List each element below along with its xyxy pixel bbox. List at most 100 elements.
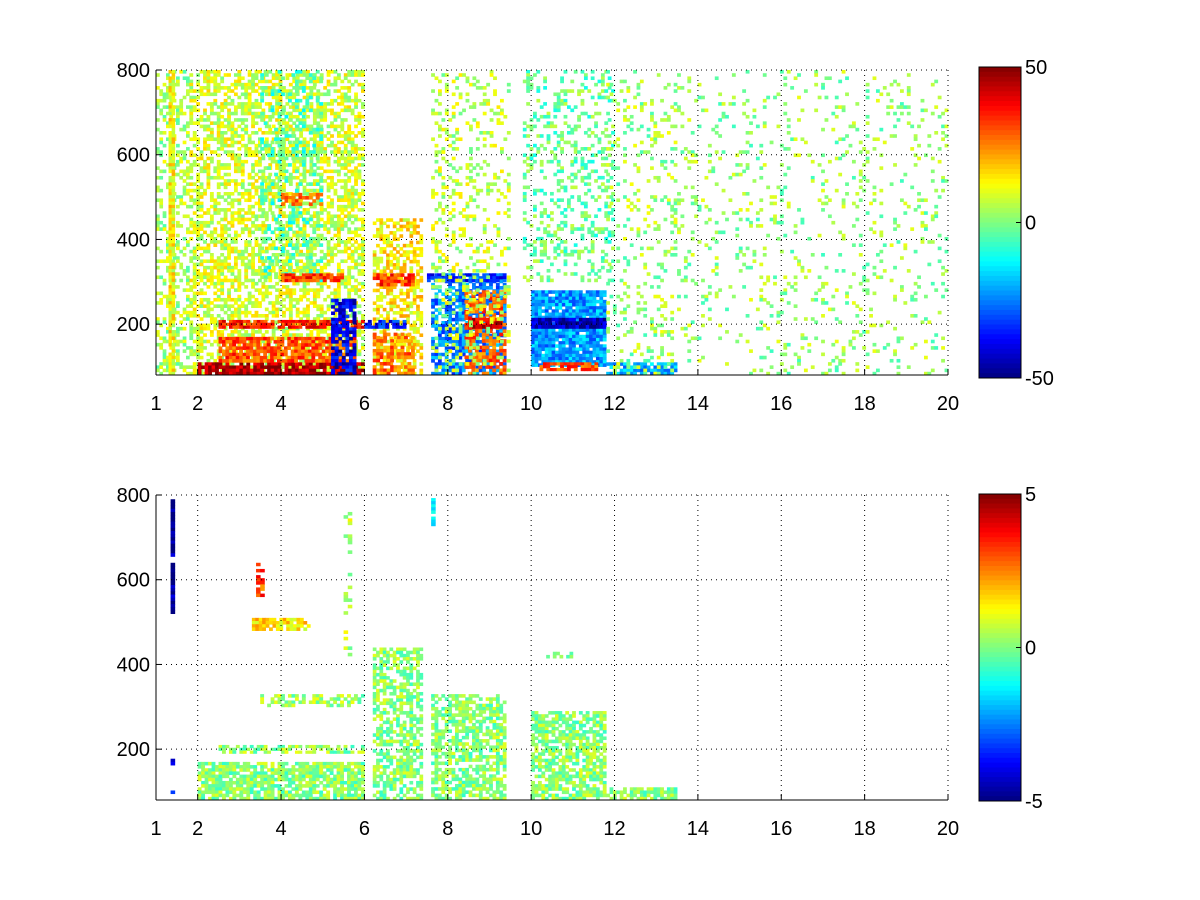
heatmap-cell — [400, 345, 405, 350]
heatmap-cell — [258, 86, 262, 90]
heatmap-cell — [348, 330, 353, 335]
heatmap-cell — [360, 336, 365, 341]
heatmap-cell — [326, 131, 331, 135]
heatmap-cell — [316, 217, 321, 222]
heatmap-cell — [330, 175, 334, 180]
heatmap-cell — [192, 211, 197, 215]
heatmap-cell — [419, 362, 424, 366]
heatmap-cell — [410, 345, 415, 350]
heatmap-cell — [343, 278, 348, 283]
heatmap-cell — [291, 322, 296, 326]
heatmap-cell — [409, 224, 414, 229]
heatmap-cell — [343, 214, 348, 219]
heatmap-cell — [334, 362, 339, 366]
heatmap-cell — [247, 111, 252, 116]
heatmap-cell — [294, 169, 299, 174]
heatmap-cell — [261, 230, 266, 235]
heatmap-cell — [278, 204, 283, 209]
heatmap-cell — [287, 346, 292, 350]
heatmap-cell — [270, 211, 275, 215]
heatmap-cell — [311, 349, 316, 354]
heatmap-cell — [252, 336, 257, 341]
heatmap-cell — [354, 227, 358, 231]
heatmap-cell — [251, 182, 255, 186]
heatmap-cell — [172, 339, 177, 344]
heatmap-cell — [176, 310, 180, 315]
heatmap-cell — [156, 127, 160, 132]
heatmap-cell — [240, 108, 245, 113]
heatmap-cell — [213, 211, 218, 215]
heatmap-cell — [347, 275, 352, 280]
heatmap-cell — [166, 105, 170, 109]
heatmap-cell — [372, 288, 377, 293]
heatmap-cell — [237, 330, 242, 334]
heatmap-cell — [308, 371, 313, 376]
heatmap-cell — [386, 371, 391, 376]
heatmap-cell — [285, 240, 290, 244]
heatmap-cell — [409, 243, 414, 248]
heatmap-cell — [223, 92, 228, 97]
heatmap-cell — [292, 79, 297, 84]
heatmap-cell — [306, 169, 310, 174]
heatmap-cell — [230, 143, 235, 148]
heatmap-cell — [312, 108, 317, 113]
heatmap-cell — [282, 297, 286, 302]
heatmap-cell — [216, 240, 221, 244]
heatmap-cell — [199, 169, 204, 174]
heatmap-cell — [268, 188, 273, 193]
heatmap-cell — [228, 355, 233, 360]
heatmap-cell — [209, 105, 214, 109]
heatmap-cell — [341, 362, 346, 366]
heatmap-cell — [244, 307, 249, 312]
heatmap-cell — [270, 352, 274, 357]
heatmap-cell — [251, 278, 255, 283]
heatmap-cell — [298, 150, 303, 154]
heatmap-cell — [347, 89, 352, 93]
heatmap-cell — [302, 185, 307, 190]
heatmap-cell — [251, 220, 255, 225]
heatmap-cell — [227, 121, 231, 125]
heatmap-cell — [334, 324, 339, 328]
heatmap-cell — [171, 195, 176, 199]
heatmap-cell — [213, 150, 218, 154]
heatmap-cell — [302, 188, 307, 193]
heatmap-cell — [206, 358, 211, 363]
heatmap-cell — [302, 281, 307, 286]
heatmap-cell — [419, 311, 424, 315]
heatmap-cell — [268, 201, 273, 206]
heatmap-cell — [260, 182, 265, 186]
heatmap-cell — [352, 355, 357, 360]
heatmap-cell — [288, 297, 293, 302]
heatmap-cell — [233, 233, 238, 238]
heatmap-cell — [409, 288, 414, 293]
heatmap-cell — [196, 156, 201, 161]
heatmap-cell — [166, 89, 170, 93]
heatmap-cell — [247, 230, 252, 235]
heatmap-cell — [196, 204, 201, 209]
heatmap-cell — [189, 79, 194, 84]
heatmap-cell — [263, 346, 268, 350]
heatmap-cell — [290, 340, 295, 344]
heatmap-cell — [340, 259, 345, 264]
heatmap-cell — [291, 207, 296, 212]
heatmap-cell — [162, 214, 167, 219]
heatmap-cell — [332, 349, 336, 354]
heatmap-cell — [295, 220, 300, 225]
heatmap-cell — [259, 359, 264, 363]
heatmap-cell — [197, 362, 202, 366]
heatmap-cell — [240, 172, 245, 177]
heatmap-cell — [376, 362, 380, 366]
heatmap-cell — [354, 95, 358, 100]
heatmap-cell — [338, 330, 343, 335]
heatmap-cell — [168, 175, 173, 180]
heatmap-cell — [331, 371, 336, 376]
heatmap-cell — [302, 192, 307, 196]
heatmap-cell — [263, 166, 268, 170]
heatmap-cell — [409, 285, 414, 290]
heatmap-cell — [347, 265, 352, 270]
heatmap-cell — [156, 301, 160, 305]
heatmap-cell — [166, 92, 170, 97]
heatmap-cell — [254, 82, 259, 87]
heatmap-cell — [326, 70, 331, 74]
heatmap-cell — [316, 198, 321, 203]
